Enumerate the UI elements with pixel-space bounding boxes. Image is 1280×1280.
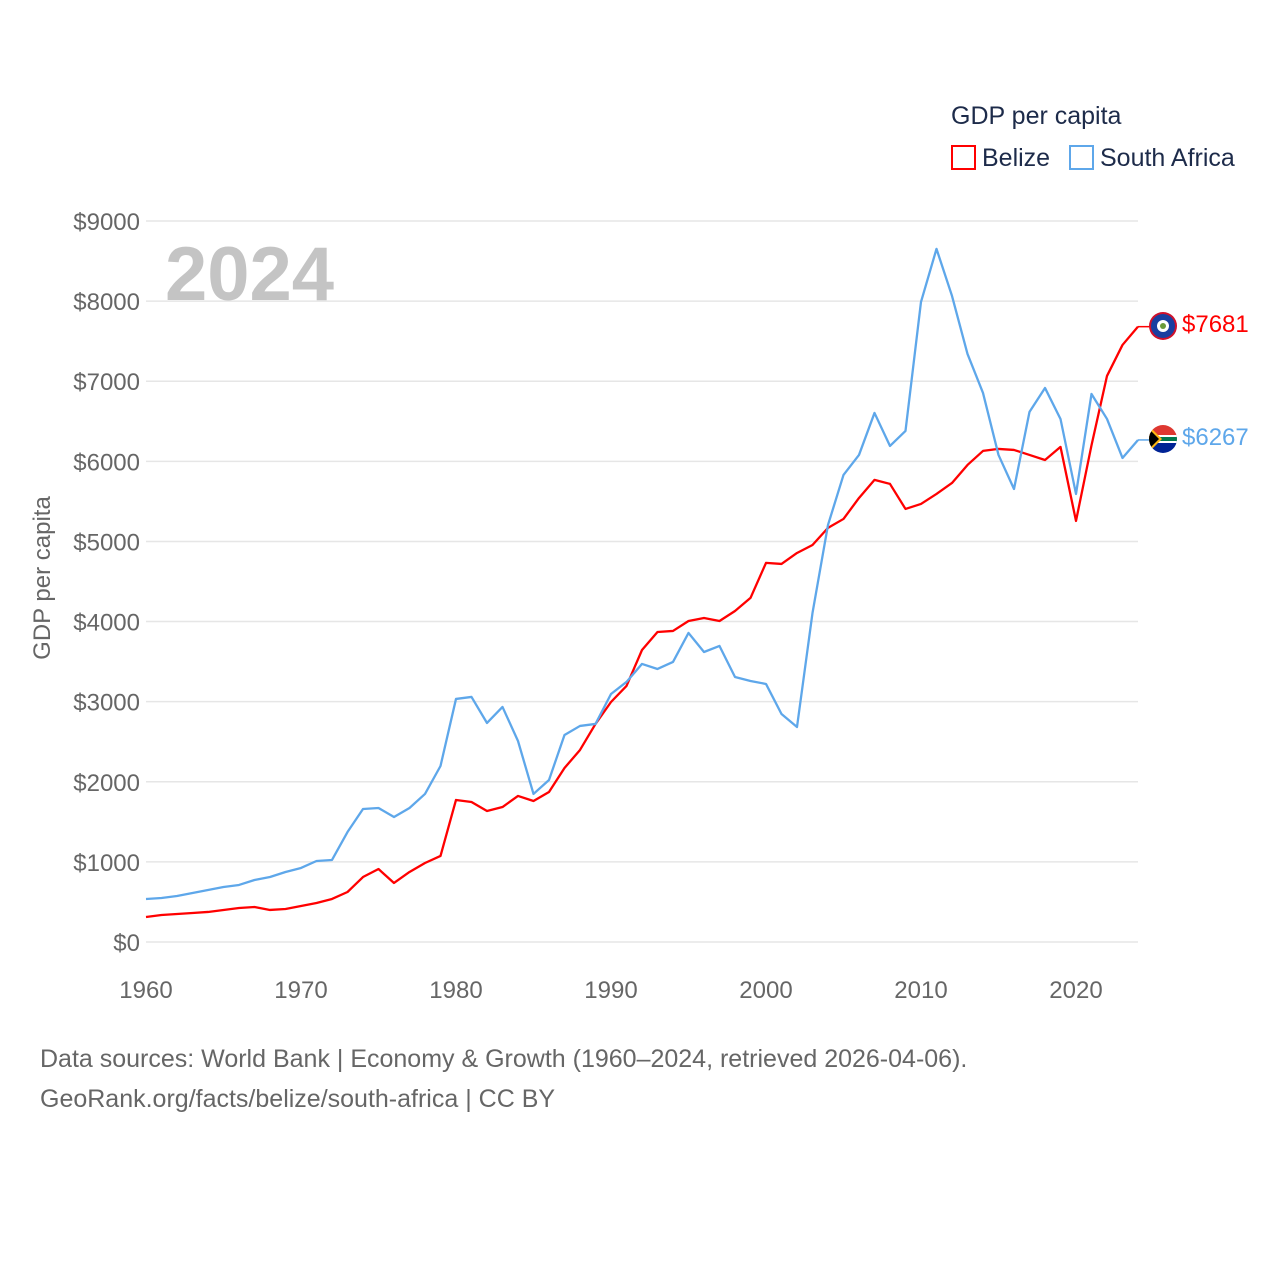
y-tick-label: $6000 bbox=[73, 449, 140, 476]
gridlines bbox=[146, 220, 1138, 943]
y-tick-label: $3000 bbox=[73, 690, 140, 717]
x-axis-ticks: 1960 1970 1980 1990 2000 2010 2020 bbox=[119, 977, 1102, 1004]
x-tick-label: 2000 bbox=[739, 977, 792, 1004]
year-label: 2024 bbox=[165, 232, 334, 317]
legend-label-belize[interactable]: Belize bbox=[982, 144, 1050, 172]
x-tick-label: 1990 bbox=[584, 977, 637, 1004]
series-line-south-africa bbox=[145, 247, 1139, 901]
x-tick-label: 2010 bbox=[894, 977, 947, 1004]
legend-swatch-south-africa bbox=[1069, 145, 1094, 170]
y-tick-label: $4000 bbox=[73, 610, 140, 637]
footer-sources: Data sources: World Bank | Economy & Gro… bbox=[40, 1045, 968, 1073]
y-tick-label: $9000 bbox=[73, 209, 140, 236]
y-tick-label: $2000 bbox=[73, 770, 140, 797]
x-tick-label: 1980 bbox=[429, 977, 482, 1004]
x-tick-label: 1960 bbox=[119, 977, 172, 1004]
legend-title: GDP per capita bbox=[951, 102, 1122, 130]
legend: GDP per capita Belize South Africa bbox=[951, 102, 1235, 172]
y-tick-label: $5000 bbox=[73, 529, 140, 556]
end-label-south-africa: $6267 bbox=[1182, 424, 1249, 451]
south-africa-flag-icon bbox=[1149, 425, 1177, 453]
series-line-belize bbox=[145, 325, 1139, 919]
footer-link[interactable]: GeoRank.org/facts/belize/south-africa | … bbox=[40, 1085, 556, 1113]
legend-label-south-africa[interactable]: South Africa bbox=[1100, 144, 1235, 172]
y-tick-label: $7000 bbox=[73, 369, 140, 396]
y-axis-ticks: $0 $1000 $2000 $3000 $4000 $5000 $6000 $7000 $80… bbox=[73, 209, 140, 957]
belize-flag-icon bbox=[1149, 312, 1177, 340]
end-label-belize: $7681 bbox=[1182, 311, 1249, 338]
x-tick-label: 1970 bbox=[274, 977, 327, 1004]
y-tick-label: $8000 bbox=[73, 289, 140, 316]
legend-swatch-belize bbox=[951, 145, 976, 170]
x-tick-label: 2020 bbox=[1049, 977, 1102, 1004]
y-axis-label: GDP per capita bbox=[29, 496, 56, 660]
y-tick-label: $0 bbox=[113, 930, 140, 957]
series-lines bbox=[145, 247, 1150, 919]
y-tick-label: $1000 bbox=[73, 850, 140, 877]
